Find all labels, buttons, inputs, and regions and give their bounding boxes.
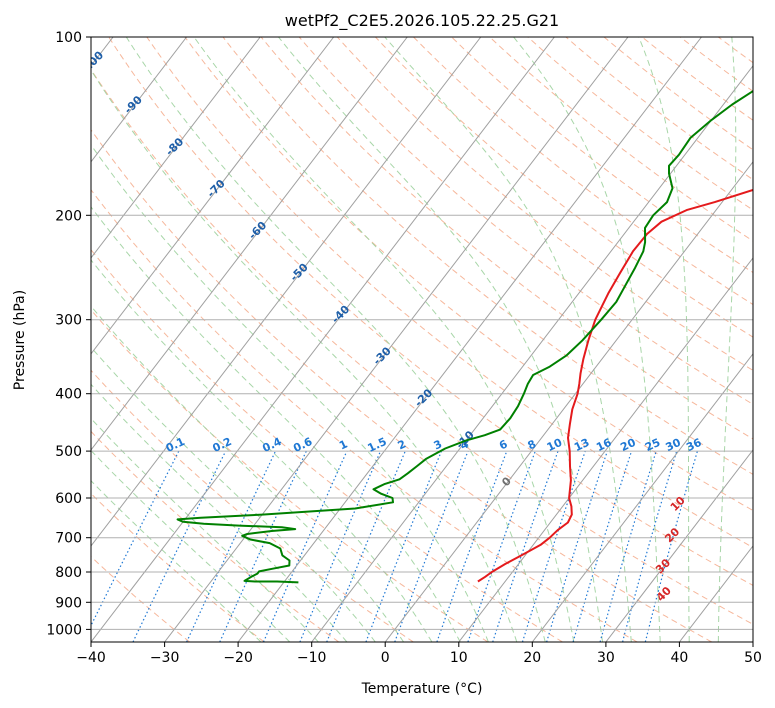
moist-adiabat-line	[91, 383, 348, 642]
temperature-profile-line	[477, 188, 753, 583]
dewpoint-profile-line	[176, 89, 753, 584]
chart-title: wetPf2_C2E5.2026.105.22.25.G21	[285, 11, 559, 31]
mixing-ratio-label: 25	[643, 436, 662, 454]
x-axis-label: Temperature (°C)	[361, 681, 483, 697]
y-axis-ticks: 100 200 300 400 500 600 700 800 900 1000	[46, 30, 91, 638]
x-tick-label: 50	[744, 650, 762, 666]
y-axis-label: Pressure (hPa)	[12, 290, 28, 390]
mixing-ratio-line	[521, 450, 586, 642]
x-tick-label: −10	[297, 650, 327, 666]
mixing-ratio-line	[572, 450, 633, 642]
moist-adiabats	[91, 37, 737, 642]
dry-adiabat-line	[108, 37, 753, 587]
mixing-ratio-line	[546, 450, 608, 642]
y-tick-label: 500	[55, 444, 82, 460]
isotherm-line	[237, 37, 702, 642]
moist-adiabat-line	[513, 37, 661, 642]
isotherm-line	[91, 37, 335, 355]
y-tick-label: 700	[55, 531, 82, 547]
mixing-ratio-line	[262, 450, 348, 642]
isotherm-line	[91, 37, 187, 163]
mixing-ratio-line	[599, 450, 657, 642]
mixing-ratio-label: 36	[684, 436, 704, 454]
moist-adiabat-line	[384, 37, 632, 642]
isotherm-line	[91, 37, 555, 642]
y-tick-label: 100	[55, 30, 82, 46]
moist-adiabat-line	[278, 37, 604, 642]
y-tick-label: 400	[55, 387, 82, 403]
x-tick-label: 0	[381, 650, 390, 666]
y-tick-label: 800	[55, 565, 82, 581]
moist-adiabat-line	[91, 346, 376, 642]
mixing-ratio-lines	[91, 450, 698, 642]
isotherm-line	[91, 37, 482, 547]
dry-adiabat-line	[91, 188, 638, 642]
x-tick-label: 20	[523, 650, 541, 666]
dry-adiabat-line	[91, 248, 563, 642]
isotherm-line	[91, 37, 261, 259]
y-tick-label: 900	[55, 595, 82, 611]
isotherm-line	[384, 160, 753, 642]
isotherm-line	[311, 65, 753, 642]
moist-adiabat-line	[638, 37, 690, 642]
moist-adiabat-line	[91, 144, 489, 642]
mixing-ratio-line	[436, 450, 508, 642]
dry-adiabats	[91, 37, 753, 642]
x-tick-label: −30	[150, 650, 180, 666]
mixing-ratio-label: 10	[545, 436, 565, 454]
mixing-ratio-line	[492, 450, 559, 642]
dry-adiabat-line	[91, 555, 190, 642]
dry-adiabat-line	[91, 309, 489, 642]
plot-area: 0.1 0.2 0.4 0.6 1 1.5 2 3 4 6 8 10 13 16 20 25 30 36-100-…	[91, 37, 753, 642]
x-tick-label: 40	[670, 650, 688, 666]
mixing-ratio-line	[299, 450, 382, 642]
moist-adiabat-line	[193, 37, 575, 642]
x-axis-ticks: −40 −30 −20 −10 0 10 20 30 40 50	[76, 642, 762, 666]
mixing-ratio-label: 30	[664, 436, 684, 454]
x-tick-label: 30	[597, 650, 615, 666]
moist-adiabat-line	[91, 480, 262, 642]
dry-adiabat-line	[375, 37, 753, 338]
isotherm-line	[91, 37, 408, 451]
mixing-ratio-label: 16	[594, 436, 614, 454]
mixing-ratio-label: 13	[572, 436, 591, 454]
dry-adiabat-line	[336, 37, 753, 371]
dry-adiabat-line	[91, 129, 713, 642]
isotherm-line	[531, 353, 753, 642]
dry-adiabat-line	[298, 37, 753, 405]
mixing-ratio-line	[326, 450, 406, 642]
moist-adiabat-line	[91, 259, 433, 642]
plot-frame	[90, 36, 754, 643]
isotherm-line	[458, 257, 753, 642]
mixing-ratio-line	[622, 450, 678, 642]
y-tick-label: 300	[55, 313, 82, 329]
moist-adiabat-line	[125, 37, 546, 642]
isotherms	[91, 37, 753, 642]
x-tick-label: −20	[223, 650, 253, 666]
y-tick-label: 200	[55, 208, 82, 224]
isotherm-line	[164, 37, 629, 642]
y-tick-label: 600	[55, 491, 82, 507]
mixing-ratio-line	[91, 450, 180, 627]
isotherm-line	[605, 449, 753, 642]
profile-series	[176, 89, 753, 584]
dry-adiabat-line	[184, 37, 753, 512]
moist-adiabat-line	[717, 37, 737, 642]
x-tick-label: −40	[76, 650, 106, 666]
y-tick-label: 1000	[46, 622, 82, 638]
pressure-gridlines	[91, 37, 753, 630]
mixing-ratio-label: 20	[618, 436, 638, 454]
moist-adiabat-line	[91, 69, 518, 642]
dry-adiabat-line	[91, 430, 340, 642]
mixing-ratio-line	[467, 450, 536, 642]
dry-adiabat-line	[91, 68, 753, 625]
moist-adiabat-line	[91, 305, 405, 642]
mixing-ratio-line	[365, 450, 442, 642]
x-tick-label: 10	[450, 650, 468, 666]
dry-adiabat-line	[413, 37, 753, 306]
